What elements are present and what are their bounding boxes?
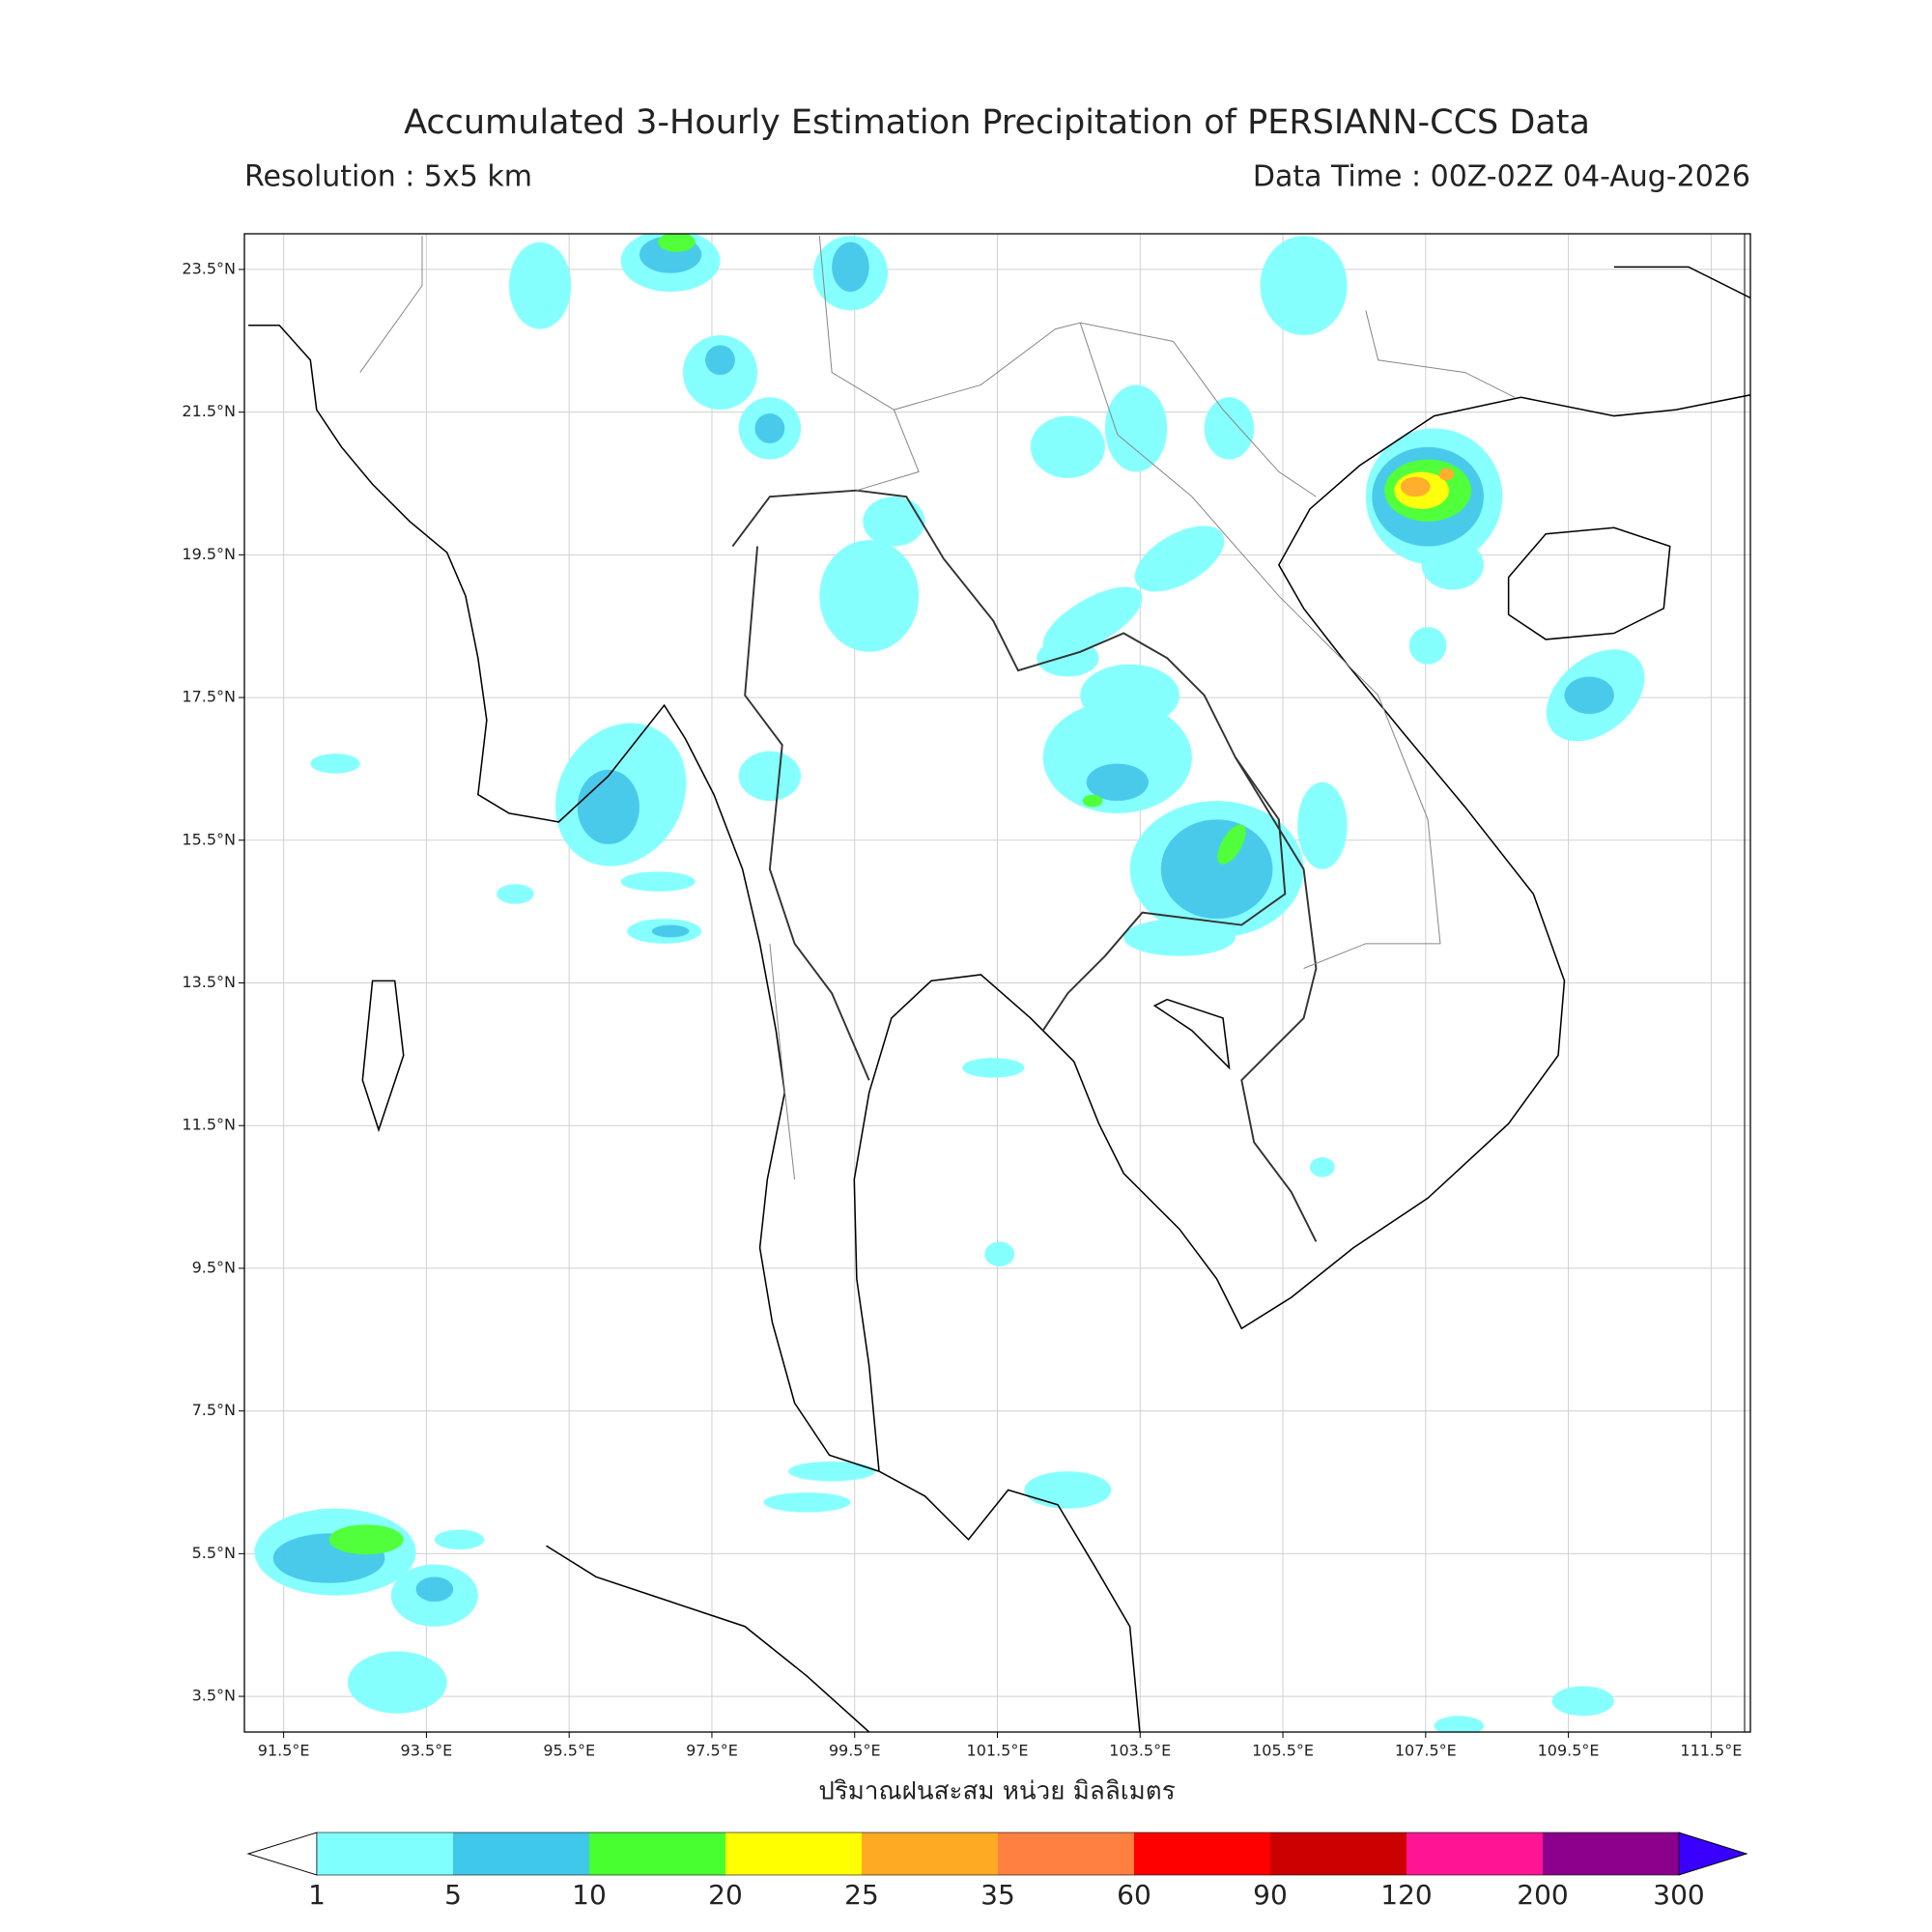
y-tick-label: 7.5°N [192,1401,236,1419]
x-axis-label: ปริมาณฝนสะสม หน่วย มิลลิเมตร [818,1777,1175,1806]
boundaries [359,236,1516,1180]
map-frame-edge [1744,233,1751,1733]
colorbar-label: 25 [844,1879,879,1911]
colorbar-box [317,1833,453,1875]
title: Accumulated 3-Hourly Estimation Precipit… [404,103,1590,142]
colorbar-label: 90 [1253,1879,1288,1911]
y-tick-label: 15.5°N [182,830,236,848]
x-tick-label: 93.5°E [401,1742,453,1760]
colorbar-box [1406,1833,1543,1875]
grid [244,234,1750,1732]
colorbar-label: 1 [308,1879,326,1911]
y-tick-label: 21.5°N [182,402,236,420]
x-tick-label: 109.5°E [1538,1742,1600,1760]
colorbar-box [1134,1833,1270,1875]
x-tick-label: 101.5°E [967,1742,1029,1760]
y-tick-label: 13.5°N [182,973,236,991]
colorbar: 1 5 10 20 25 35 60 90 120 200 300 [246,1832,1748,1911]
colorbar-box [862,1833,998,1875]
y-tick-label: 23.5°N [182,259,236,277]
x-tick-label: 103.5°E [1109,1742,1171,1760]
y-tick-label: 9.5°N [192,1258,236,1276]
y-tick-label: 11.5°N [182,1116,236,1134]
y-tick-label: 5.5°N [192,1544,236,1562]
colorbar-under [246,1832,318,1876]
map [243,233,1751,1733]
colorbar-label: 60 [1117,1879,1151,1911]
colorbar-box [998,1833,1134,1875]
colorbar-box [725,1833,862,1875]
data-time: Data Time : 00Z-02Z 04-Aug-2026 [1253,160,1750,194]
colorbar-box [1543,1833,1679,1875]
resolution: Resolution : 5x5 km [244,160,532,194]
map-content [248,234,1750,1732]
x-tick-label: 107.5°E [1395,1742,1457,1760]
colorbar-label: 300 [1653,1879,1704,1911]
x-tick-label: 91.5°E [258,1742,310,1760]
colorbar-over [1678,1832,1748,1876]
precip [254,234,1645,1732]
x-tick-label: 99.5°E [829,1742,881,1760]
colorbar-box [453,1833,589,1875]
borders [731,489,1318,1242]
x-tick-label: 111.5°E [1680,1742,1742,1760]
colorbar-box [1270,1833,1406,1875]
colorbar-label: 120 [1380,1879,1432,1911]
colorbar-frame [316,1832,1680,1876]
colorbar-label: 20 [708,1879,743,1911]
y-tick-label: 3.5°N [192,1687,236,1705]
colorbar-label: 10 [572,1879,607,1911]
colorbar-label: 200 [1517,1879,1568,1911]
x-tick-label: 97.5°E [686,1742,738,1760]
colorbar-label: 35 [980,1879,1015,1911]
y-tick-label: 19.5°N [182,545,236,563]
x-tick-label: 105.5°E [1252,1742,1314,1760]
y-tick-label: 17.5°N [182,688,236,706]
colorbar-label: 5 [444,1879,462,1911]
coastlines [248,266,1750,1732]
x-tick-label: 95.5°E [543,1742,595,1760]
colorbar-box [589,1833,725,1875]
